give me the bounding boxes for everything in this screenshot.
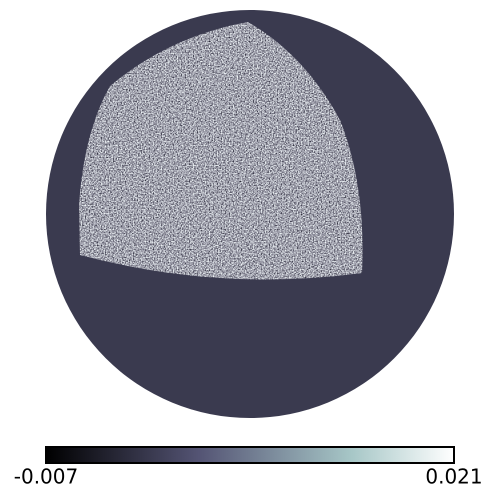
colorbar [45, 446, 455, 464]
colorbar-tick-label: -0.007 [14, 465, 78, 489]
colorbar-tick-label: 0.021 [425, 465, 482, 489]
